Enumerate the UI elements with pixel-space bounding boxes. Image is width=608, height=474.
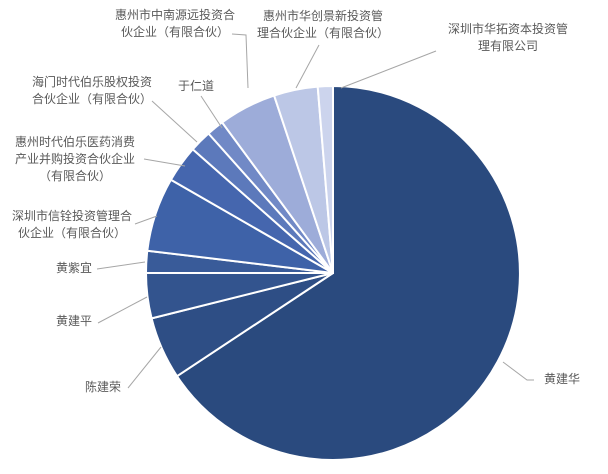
leader-line-2 [97, 296, 148, 324]
label-line: 惠州时代伯乐医药消费 [14, 135, 135, 149]
label-line: 理合伙企业（有限合伙） [256, 26, 389, 40]
label-line: 黄建平 [55, 314, 92, 328]
label-line: 惠州市华创景新投资管 [262, 9, 383, 23]
leader-line-4 [134, 215, 158, 225]
label-huizhou-zhongnan-yuanyuan-fund: 惠州市中南源远投资合 伙企业（有限合伙） [95, 7, 255, 41]
label-huizhou-huachuang-jingxin-fund: 惠州市华创景新投资管 理合伙企业（有限合伙） [241, 8, 405, 42]
label-line: （有限合伙） [38, 169, 111, 183]
label-line: 黄紫宜 [55, 261, 92, 275]
leader-line-0 [502, 361, 534, 381]
label-huang-jianping: 黄建平 [50, 313, 98, 330]
label-yu-rendao: 于仁道 [172, 78, 220, 95]
label-line: 于仁道 [177, 79, 214, 93]
label-line: 伙企业（有限合伙） [17, 226, 126, 240]
leader-line-10 [340, 50, 437, 89]
leader-line-7 [200, 95, 223, 129]
leader-line-9 [295, 44, 320, 89]
leader-line-1 [127, 346, 162, 389]
label-line: 产业并购投资合伙企业 [14, 152, 135, 166]
label-line: 深圳市华拓资本投资管 [447, 22, 568, 36]
label-haimen-boyle-equity-fund: 海门时代伯乐股权投资 合伙企业（有限合伙） [12, 74, 172, 108]
leader-line-6 [151, 100, 198, 143]
label-chen-jianrong: 陈建荣 [79, 379, 127, 396]
label-line: 黄建华 [543, 372, 580, 386]
label-shenzhen-xinquan-fund: 深圳市信铨投资管理合 伙企业（有限合伙） [0, 208, 144, 242]
leader-line-3 [96, 261, 146, 270]
label-line: 合伙企业（有限合伙） [31, 92, 152, 106]
leader-line-5 [143, 158, 186, 167]
label-huang-ziyi: 黄紫宜 [50, 260, 98, 277]
pie-slice-10 [316, 84, 334, 274]
label-line: 海门时代伯乐股权投资 [31, 75, 152, 89]
label-line: 理有限公司 [477, 39, 538, 53]
leader-line-8 [231, 33, 249, 89]
pie-slice-0 [176, 85, 521, 461]
label-huizhou-boyle-pharma-fund: 惠州时代伯乐医药消费 产业并购投资合伙企业 （有限合伙） [2, 134, 148, 185]
label-line: 陈建荣 [84, 380, 121, 394]
label-huang-jianhua: 黄建华 [534, 371, 590, 388]
label-shenzhen-huatuo-capital: 深圳市华拓资本投资管 理有限公司 [426, 21, 590, 55]
label-line: 伙企业（有限合伙） [120, 25, 229, 39]
label-line: 深圳市信铨投资管理合 [11, 209, 132, 223]
label-line: 惠州市中南源远投资合 [114, 8, 235, 22]
